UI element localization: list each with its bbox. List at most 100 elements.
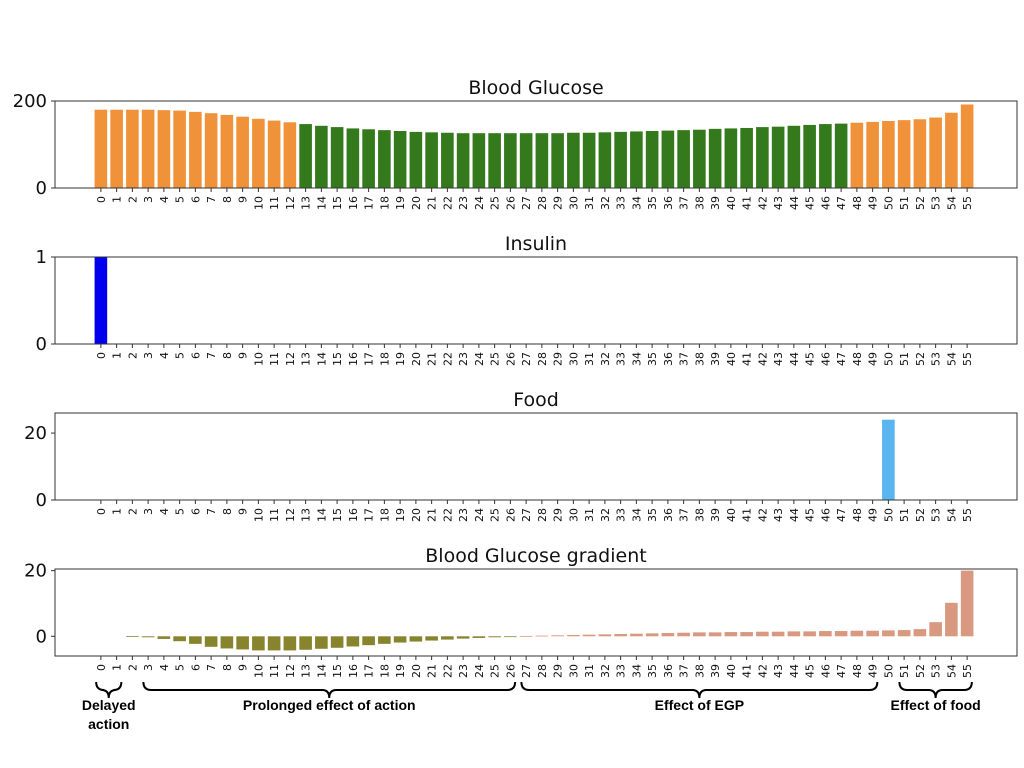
x-tick-label: 40 [725,664,738,678]
x-tick-label: 40 [725,196,738,210]
x-tick-label: 21 [426,664,439,678]
bar-52 [913,119,927,188]
x-tick-label: 46 [819,508,832,522]
bar-13 [299,124,312,188]
x-tick-label: 3 [142,352,155,359]
x-tick-label: 28 [536,196,549,210]
x-tick-label: 28 [536,508,549,522]
bar-16 [346,636,360,647]
bar-23 [456,636,470,639]
x-tick-label: 53 [930,196,943,210]
x-tick-label: 27 [520,508,533,522]
x-tick-label: 44 [788,196,801,210]
x-tick-label: 8 [221,664,234,671]
x-tick-label: 54 [945,196,958,210]
x-tick-label: 19 [394,664,407,678]
y-tick-label: 0 [36,490,47,511]
x-tick-label: 20 [410,664,423,678]
x-tick-label: 4 [158,664,171,671]
x-tick-label: 18 [378,352,391,366]
x-tick-label: 49 [867,664,880,678]
x-tick-label: 7 [205,508,218,515]
x-tick-label: 24 [473,352,486,366]
x-tick-label: 33 [615,196,628,210]
x-tick-label: 28 [536,352,549,366]
x-tick-label: 33 [615,664,628,678]
x-tick-label: 0 [95,352,108,359]
y-tick-label: 20 [24,423,47,444]
bar-36 [661,633,675,637]
bar-41 [740,127,753,188]
bar-28 [535,133,549,188]
x-tick-label: 45 [804,352,817,366]
x-tick-label: 43 [772,664,785,678]
x-tick-label: 17 [363,352,376,366]
x-tick-label: 32 [599,352,612,366]
x-tick-label: 11 [268,664,281,678]
x-tick-label: 30 [567,196,580,210]
x-tick-label: 12 [284,508,297,522]
x-tick-label: 44 [788,352,801,366]
x-tick-label: 13 [300,508,313,522]
bar-15 [330,127,344,188]
x-tick-label: 16 [347,352,360,366]
x-tick-label: 43 [772,352,785,366]
x-tick-label: 19 [394,508,407,522]
bar-16 [346,128,360,188]
bar-47 [834,123,848,188]
bar-42 [756,127,769,188]
bar-3 [141,109,155,188]
x-tick-label: 25 [489,508,502,522]
x-tick-label: 24 [473,664,486,678]
x-tick-label: 43 [772,508,785,522]
x-tick-label: 51 [898,508,911,522]
x-tick-label: 21 [426,196,439,210]
x-tick-label: 39 [709,352,722,366]
x-tick-label: 22 [441,196,454,210]
x-tick-label: 17 [363,196,376,210]
bar-31 [582,634,596,637]
x-tick-label: 42 [756,508,769,522]
x-tick-label: 29 [552,352,565,366]
x-tick-label: 27 [520,352,533,366]
x-tick-label: 52 [914,196,927,210]
x-tick-label: 29 [552,508,565,522]
x-tick-label: 41 [741,664,754,678]
x-tick-label: 12 [284,664,297,678]
x-tick-label: 24 [473,508,486,522]
x-tick-label: 21 [426,352,439,366]
bar-28 [535,635,549,637]
x-tick-label: 9 [237,352,250,359]
x-tick-label: 20 [410,508,423,522]
bar-34 [630,633,643,637]
x-tick-label: 45 [804,508,817,522]
plot-frame [54,568,1018,657]
x-tick-label: 35 [646,196,659,210]
bar-11 [267,636,281,651]
x-tick-label: 8 [221,196,234,203]
x-tick-label: 22 [441,352,454,366]
x-tick-label: 41 [741,352,754,366]
bar-50 [882,419,895,500]
x-tick-label: 12 [284,352,297,366]
bar-14 [315,125,328,188]
x-tick-label: 50 [882,352,895,366]
bar-50 [882,630,895,637]
x-tick-label: 8 [221,508,234,515]
x-tick-label: 34 [630,664,643,678]
brace [898,681,973,699]
x-tick-label: 39 [709,664,722,678]
x-tick-label: 34 [630,508,643,522]
x-tick-label: 22 [441,508,454,522]
x-tick-label: 3 [142,508,155,515]
bar-10 [252,118,265,188]
x-tick-label: 31 [583,196,596,210]
bar-19 [393,131,407,188]
y-tick-label: 20 [24,561,47,582]
x-tick-label: 52 [914,508,927,522]
plot-frame [54,256,1018,345]
chart-title: Food [513,389,559,411]
x-tick-label: 32 [599,664,612,678]
bar-47 [834,631,848,637]
